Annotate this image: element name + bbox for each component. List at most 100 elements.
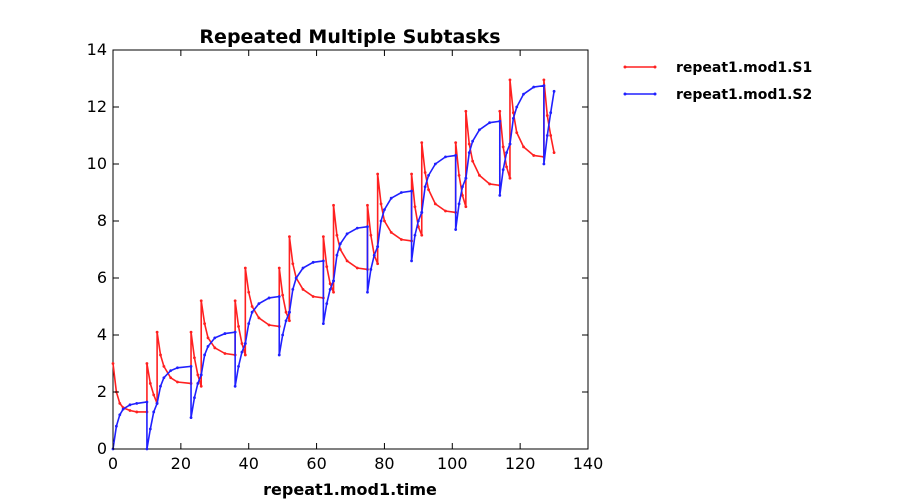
data-point <box>515 105 519 109</box>
data-point <box>511 117 515 120</box>
data-point <box>196 373 200 377</box>
data-point <box>498 193 502 197</box>
data-point <box>288 319 291 323</box>
y-tick-label: 14 <box>87 40 107 59</box>
data-point <box>464 205 468 209</box>
legend-marker <box>653 65 657 69</box>
data-point <box>522 92 525 96</box>
data-point <box>423 171 427 174</box>
data-point <box>508 176 512 180</box>
data-point <box>399 191 403 194</box>
data-point <box>159 384 162 388</box>
data-point <box>338 242 342 246</box>
data-point <box>213 346 217 350</box>
chart-title: Repeated Multiple Subtasks <box>199 26 500 48</box>
legend-marker <box>653 92 657 96</box>
data-point <box>332 279 335 283</box>
data-point <box>335 253 339 257</box>
data-point <box>542 78 546 82</box>
data-point <box>301 266 305 270</box>
data-point <box>206 336 210 340</box>
data-point <box>243 266 247 270</box>
data-point <box>118 413 122 417</box>
data-point <box>478 128 481 132</box>
y-axis-ticks: 0 2 4 6 8 10 12 14 <box>87 40 588 458</box>
data-point <box>332 203 335 207</box>
data-point <box>240 350 244 354</box>
data-point <box>478 174 481 177</box>
data-point <box>291 288 295 291</box>
data-point <box>355 266 359 270</box>
data-point <box>193 396 196 400</box>
data-point <box>505 151 508 155</box>
data-point <box>427 174 430 177</box>
data-point <box>267 296 271 300</box>
data-point <box>162 364 166 368</box>
x-axis-ticks: 0 20 40 60 80 100 120 140 <box>108 50 603 473</box>
data-point <box>366 290 369 294</box>
data-point <box>294 276 298 280</box>
data-point <box>189 416 193 420</box>
data-point <box>152 410 156 414</box>
data-point <box>321 322 325 325</box>
data-point <box>203 353 207 357</box>
series-line <box>112 79 555 413</box>
data-point <box>410 172 413 176</box>
data-point <box>383 208 386 212</box>
data-point <box>199 299 203 303</box>
x-tick-label: 40 <box>239 454 259 473</box>
data-point <box>488 121 492 125</box>
data-point <box>335 233 339 237</box>
data-point <box>549 134 553 137</box>
data-point <box>291 262 295 266</box>
data-point <box>467 151 471 155</box>
x-tick-label: 20 <box>171 454 191 473</box>
data-point <box>284 310 288 314</box>
data-point <box>413 233 417 237</box>
data-point <box>247 322 251 325</box>
data-point <box>325 265 329 268</box>
data-point <box>389 231 393 234</box>
data-point <box>532 154 536 157</box>
data-point <box>199 373 203 377</box>
data-point <box>471 139 475 143</box>
x-tick-label: 140 <box>573 454 604 473</box>
data-point <box>237 364 240 368</box>
data-point <box>464 176 468 180</box>
data-point <box>369 233 373 237</box>
data-point <box>376 262 380 266</box>
legend: repeat1.mod1.S1 repeat1.mod1.S2 <box>623 60 812 103</box>
data-point <box>467 142 471 146</box>
data-point <box>145 447 149 451</box>
data-point <box>145 400 149 404</box>
data-point <box>148 427 152 431</box>
data-point <box>501 145 505 149</box>
data-point <box>522 145 525 149</box>
data-point <box>501 168 505 172</box>
data-point <box>420 141 424 145</box>
data-point <box>345 259 349 263</box>
y-tick-label: 10 <box>87 154 107 173</box>
data-point <box>277 266 281 270</box>
data-point <box>288 310 291 314</box>
data-point <box>257 316 261 320</box>
data-point <box>444 209 447 213</box>
data-point <box>410 189 413 193</box>
data-point <box>233 384 237 388</box>
data-point <box>199 384 203 388</box>
data-point <box>169 369 173 373</box>
data-point <box>277 353 281 357</box>
data-point <box>552 151 556 155</box>
data-point <box>189 364 193 368</box>
data-point <box>321 259 325 263</box>
data-point <box>461 193 464 197</box>
x-tick-label: 120 <box>505 454 536 473</box>
data-point <box>257 302 261 306</box>
data-point <box>471 159 475 163</box>
data-point <box>311 260 315 264</box>
x-tick-label: 60 <box>306 454 326 473</box>
y-tick-label: 8 <box>97 211 107 230</box>
data-point <box>277 295 281 298</box>
data-point <box>243 342 247 345</box>
